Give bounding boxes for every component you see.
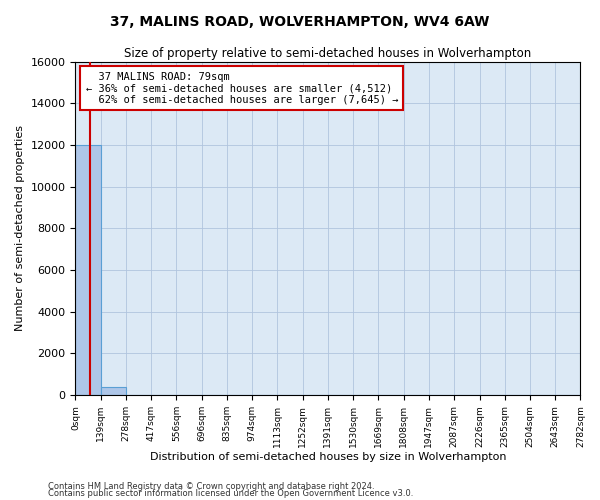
Bar [101, 387, 126, 395]
Text: 37 MALINS ROAD: 79sqm
← 36% of semi-detached houses are smaller (4,512)
  62% of: 37 MALINS ROAD: 79sqm ← 36% of semi-deta… [86, 72, 398, 105]
Y-axis label: Number of semi-detached properties: Number of semi-detached properties [15, 126, 25, 332]
Bar [76, 145, 101, 395]
Title: Size of property relative to semi-detached houses in Wolverhampton: Size of property relative to semi-detach… [124, 48, 532, 60]
Text: Contains HM Land Registry data © Crown copyright and database right 2024.: Contains HM Land Registry data © Crown c… [48, 482, 374, 491]
X-axis label: Distribution of semi-detached houses by size in Wolverhampton: Distribution of semi-detached houses by … [150, 452, 506, 462]
Text: Contains public sector information licensed under the Open Government Licence v3: Contains public sector information licen… [48, 490, 413, 498]
Text: 37, MALINS ROAD, WOLVERHAMPTON, WV4 6AW: 37, MALINS ROAD, WOLVERHAMPTON, WV4 6AW [110, 15, 490, 29]
